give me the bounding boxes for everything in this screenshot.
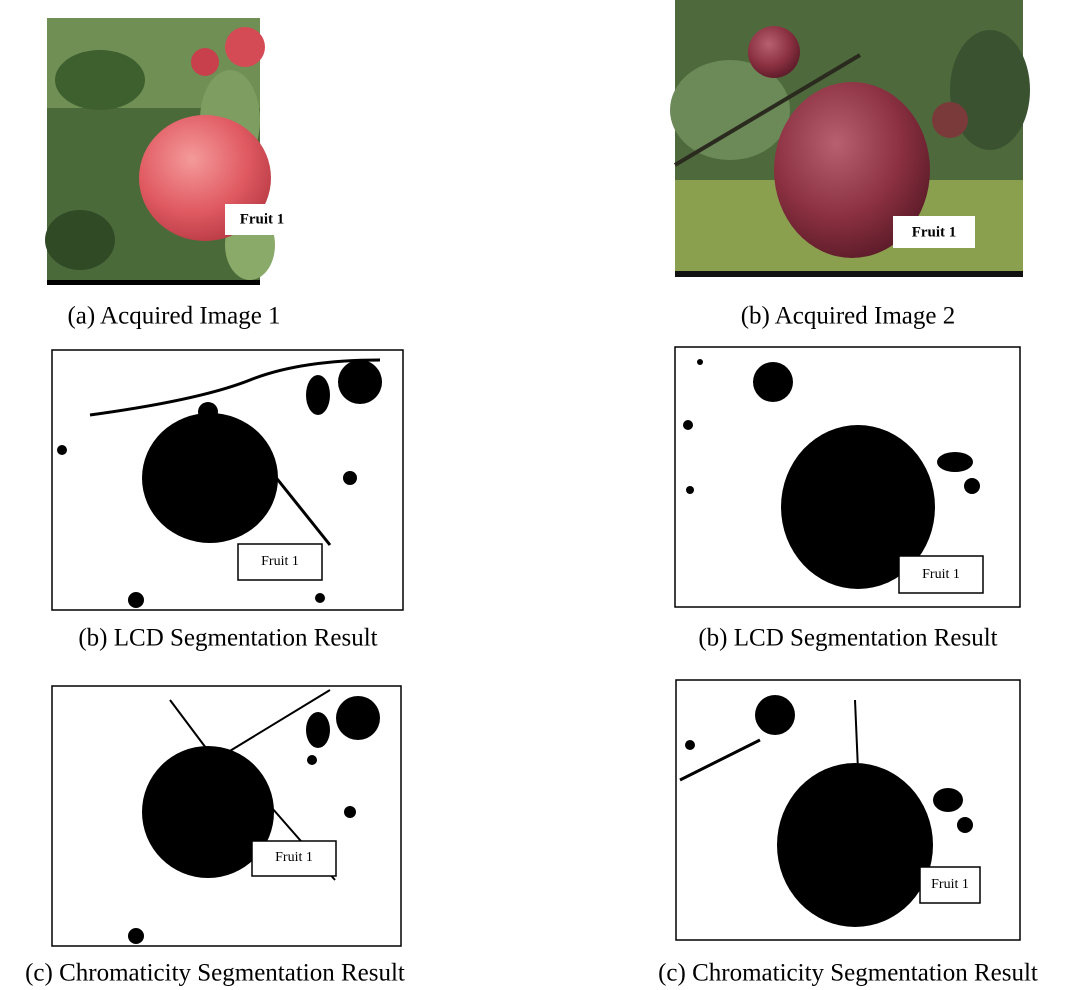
image-label: Fruit 1 xyxy=(912,224,957,240)
caption: (b) Acquired Image 2 xyxy=(741,303,956,330)
segmentation-lcd-1: Fruit 1 xyxy=(52,350,403,610)
caption: (b) LCD Segmentation Result xyxy=(698,625,997,652)
segmentation-chromaticity-2: Fruit 1 xyxy=(676,680,1020,940)
image-label: Fruit 1 xyxy=(261,554,299,569)
segmentation-lcd-2: Fruit 1 xyxy=(675,347,1020,607)
caption: (c) Chromaticity Segmentation Result xyxy=(658,960,1038,987)
figure: Fruit 1 (a) Acquired Image 1 Fruit 1 (b)… xyxy=(0,0,1080,990)
caption: (a) Acquired Image 1 xyxy=(67,303,280,330)
image-label: Fruit 1 xyxy=(922,567,960,582)
photo-2: Fruit 1 xyxy=(670,0,1030,277)
caption: (b) LCD Segmentation Result xyxy=(78,625,377,652)
caption: (c) Chromaticity Segmentation Result xyxy=(25,960,405,987)
image-label: Fruit 1 xyxy=(275,850,313,865)
photo-1: Fruit 1 xyxy=(45,18,300,285)
image-label: Fruit 1 xyxy=(240,211,285,227)
image-label: Fruit 1 xyxy=(931,877,969,892)
segmentation-chromaticity-1: Fruit 1 xyxy=(52,686,401,946)
